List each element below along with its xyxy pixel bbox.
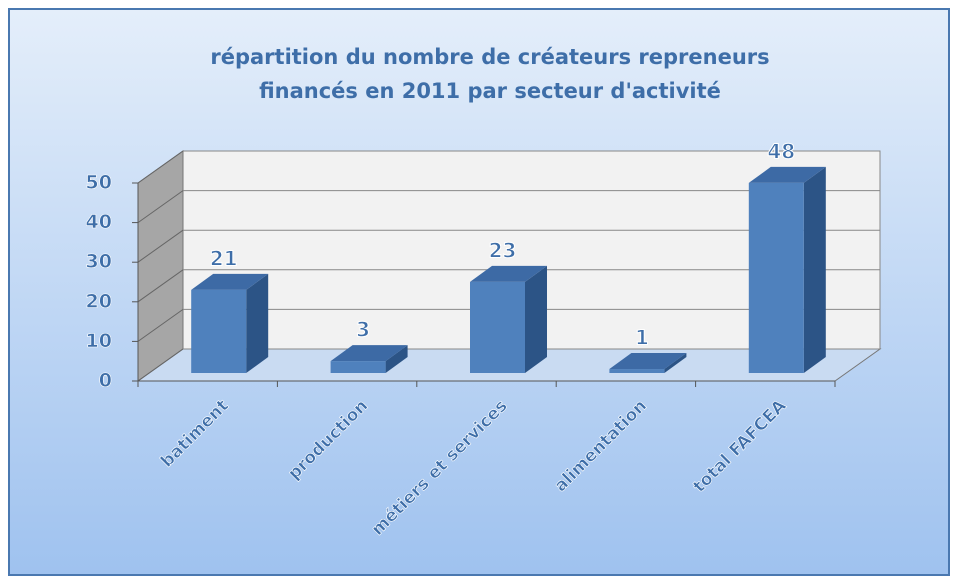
value-label: 48 bbox=[767, 139, 795, 163]
x-tick-label: production bbox=[284, 396, 372, 484]
bar-side bbox=[525, 265, 547, 373]
value-label: 23 bbox=[489, 238, 517, 262]
side-wall bbox=[137, 150, 184, 382]
bar-top bbox=[191, 273, 269, 290]
y-tick-label: 40 bbox=[86, 211, 112, 233]
value-label: 3 bbox=[356, 318, 370, 342]
x-tick-label: total FAFCEA bbox=[689, 395, 791, 497]
bar bbox=[191, 289, 247, 373]
bar-side bbox=[246, 273, 269, 373]
side-grid-line bbox=[137, 229, 184, 263]
bar-side bbox=[385, 345, 408, 373]
x-tick-label: métiers et services bbox=[368, 396, 512, 540]
y-tick-label: 50 bbox=[86, 172, 112, 194]
bar-top bbox=[748, 166, 826, 183]
x-tick-label: batiment bbox=[157, 396, 233, 472]
y-tick-label: 0 bbox=[99, 370, 112, 392]
side-grid-line bbox=[137, 348, 184, 382]
bar-side bbox=[803, 166, 826, 373]
bar-top bbox=[470, 265, 547, 282]
bar bbox=[609, 369, 665, 373]
value-label: 1 bbox=[635, 326, 649, 350]
bar bbox=[748, 182, 804, 373]
y-tick-label: 10 bbox=[86, 330, 112, 352]
x-tick-label: alimentation bbox=[551, 396, 651, 496]
y-tick-label: 30 bbox=[86, 251, 112, 273]
bar-top bbox=[609, 353, 687, 370]
side-grid-line bbox=[137, 190, 184, 224]
side-grid-line bbox=[137, 150, 184, 184]
bar bbox=[470, 281, 525, 373]
y-tick-label: 20 bbox=[86, 290, 112, 312]
value-label: 21 bbox=[210, 246, 238, 270]
side-grid-line bbox=[137, 308, 184, 342]
chart-title: répartition du nombre de créateurs repre… bbox=[210, 45, 785, 103]
bar bbox=[330, 361, 386, 373]
bar-side bbox=[664, 353, 687, 373]
side-grid-line bbox=[137, 269, 184, 303]
bar-top bbox=[330, 345, 408, 362]
